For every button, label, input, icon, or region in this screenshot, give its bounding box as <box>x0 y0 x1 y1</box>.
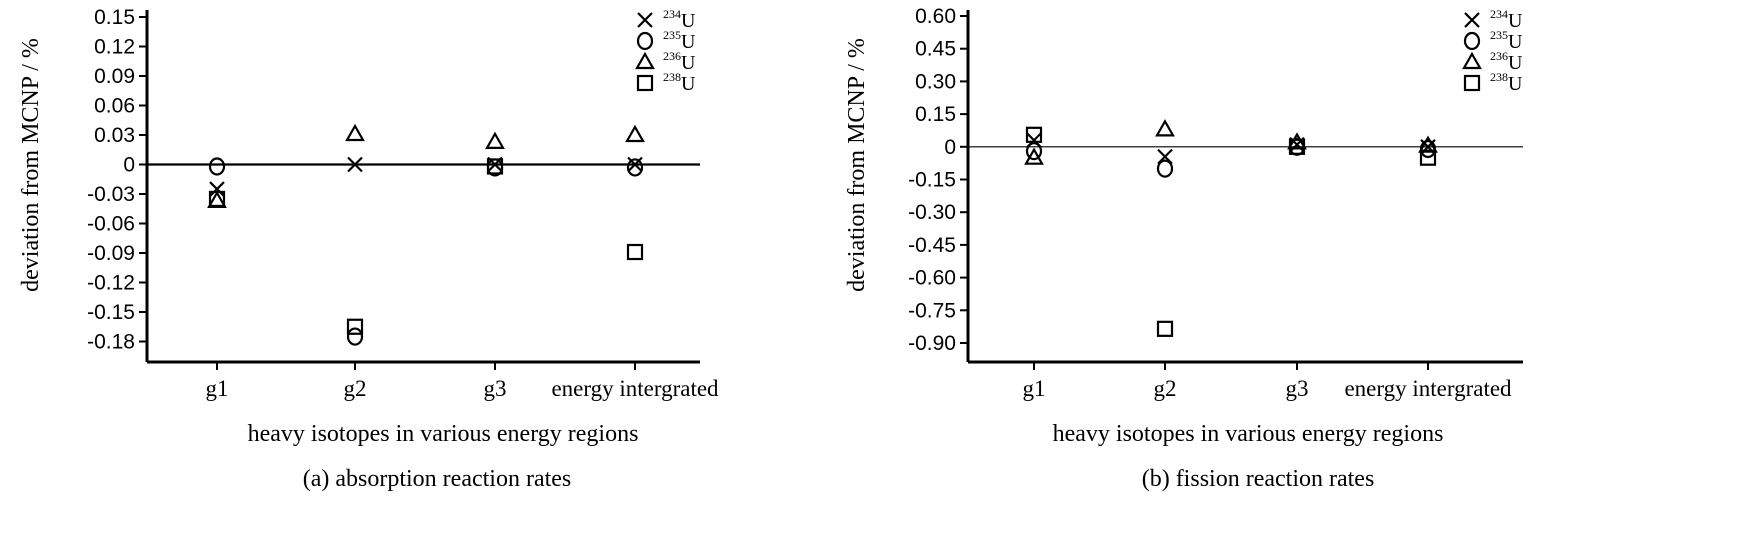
legend-marker-235 <box>1463 31 1481 51</box>
y-axis-title: deviation from MCNP / % <box>844 38 870 292</box>
data-point-238-g1 <box>1025 126 1043 143</box>
y-tick-label: 0.15 <box>915 103 956 126</box>
y-tick-label: -0.90 <box>908 332 956 355</box>
legend-mass-number: 236 <box>1490 49 1508 63</box>
legend-marker-235 <box>636 31 654 51</box>
y-tick-label: -0.03 <box>87 183 135 206</box>
legend-mass-number: 236 <box>663 49 681 63</box>
y-axis-title: deviation from MCNP / % <box>18 38 44 292</box>
legend-mass-number: 235 <box>1490 28 1508 42</box>
data-point-238-energy-intergrated <box>626 243 644 261</box>
data-point-235-energy-intergrated <box>626 158 644 177</box>
data-point-236-g3 <box>1287 132 1307 150</box>
data-point-236-g1 <box>1024 147 1044 165</box>
data-point-238-g3 <box>486 158 504 175</box>
data-point-235-g2 <box>346 327 364 346</box>
data-point-234-energy-intergrated <box>627 156 643 173</box>
legend-entry-235: 235U <box>1490 28 1523 53</box>
legend-mass-number: 238 <box>1490 70 1508 84</box>
y-tick-label: -0.15 <box>908 169 956 192</box>
chart-caption: (a) absorption reaction rates <box>303 466 572 492</box>
y-tick-label: -0.12 <box>87 272 135 295</box>
y-tick-label: -0.60 <box>908 267 956 290</box>
data-point-236-energy-intergrated <box>625 124 645 143</box>
legend-entry-234: 234U <box>1490 7 1523 32</box>
legend-mass-number: 234 <box>663 7 681 21</box>
data-point-236-g2 <box>1155 119 1175 137</box>
data-point-234-g2 <box>347 156 363 173</box>
legend-marker-234 <box>637 12 653 28</box>
legend-marker-234 <box>1464 12 1480 28</box>
x-axis-title: heavy isotopes in various energy regions <box>248 421 639 447</box>
data-point-238-energy-intergrated <box>1419 149 1437 166</box>
y-tick-label: 0.60 <box>915 5 956 28</box>
y-tick-label: 0 <box>944 136 956 159</box>
data-point-238-g1 <box>208 190 226 208</box>
legend-element-symbol: U <box>681 52 696 74</box>
y-tick-label: 0.45 <box>915 38 956 61</box>
legend-element-symbol: U <box>1508 52 1523 74</box>
legend-entry-238: 238U <box>663 70 696 95</box>
legend-entry-238: 238U <box>1490 70 1523 95</box>
x-tick-label: g3 <box>1286 376 1309 401</box>
legend-entry-236: 236U <box>1490 49 1523 74</box>
legend-element-symbol: U <box>1508 31 1523 53</box>
x-tick-label: g1 <box>1023 376 1046 401</box>
y-tick-label: 0 <box>123 154 135 177</box>
legend-mass-number: 238 <box>663 70 681 84</box>
legend-element-symbol: U <box>1508 10 1523 32</box>
legend-element-symbol: U <box>681 73 696 95</box>
y-tick-label: -0.18 <box>87 331 135 354</box>
x-tick-label: g2 <box>1154 376 1177 401</box>
data-point-235-g1 <box>208 157 226 176</box>
legend-marker-236 <box>1462 51 1482 70</box>
y-tick-label: -0.06 <box>87 213 135 236</box>
legend-element-symbol: U <box>681 31 696 53</box>
legend-marker-238 <box>1463 74 1481 92</box>
legend-marker-238 <box>636 74 654 92</box>
data-point-234-g1 <box>209 181 225 197</box>
y-tick-label: 0.15 <box>94 6 135 29</box>
legend-element-symbol: U <box>681 10 696 32</box>
y-tick-label: 0.30 <box>915 70 956 93</box>
x-tick-label: g2 <box>344 376 367 401</box>
legend-marker-236 <box>635 51 655 70</box>
y-tick-label: -0.75 <box>908 299 956 322</box>
chart-panel-b: 0.60 0.45 0.30 0.15 0 -0.15 -0.30 -0.45 -0.60 -0.… <box>844 5 1523 492</box>
legend-entry-236: 236U <box>663 49 696 74</box>
legend-entry-234: 234U <box>663 7 696 32</box>
x-axis-title: heavy isotopes in various energy regions <box>1053 421 1444 447</box>
data-point-238-g3 <box>1288 138 1306 155</box>
legend-element-symbol: U <box>1508 73 1523 95</box>
chart-panel-a: 0.15 0.12 0.09 0.06 0.03 0 -0.03 -0.06 -0.09 -0.1… <box>18 6 719 492</box>
x-tick-label: energy intergrated <box>551 376 719 401</box>
y-tick-label: -0.09 <box>87 242 135 265</box>
data-point-235-g2 <box>1156 159 1174 178</box>
data-point-235-g1 <box>1025 142 1043 161</box>
data-point-236-g2 <box>345 123 365 142</box>
y-tick-label: 0.12 <box>94 36 135 59</box>
y-tick-label: 0.06 <box>94 95 135 118</box>
legend-mass-number: 234 <box>1490 7 1508 21</box>
data-point-236-g3 <box>485 131 505 149</box>
chart-caption: (b) fission reaction rates <box>1142 466 1375 492</box>
legend-entry-235: 235U <box>663 28 696 53</box>
data-point-238-g2 <box>346 318 364 335</box>
legend-mass-number: 235 <box>663 28 681 42</box>
x-tick-label: energy intergrated <box>1344 376 1512 401</box>
x-tick-label: g1 <box>206 376 229 401</box>
y-tick-label: 0.03 <box>94 124 135 147</box>
data-point-238-g2 <box>1156 320 1174 337</box>
y-tick-label: 0.09 <box>94 65 135 88</box>
data-point-235-energy-intergrated <box>1419 139 1437 159</box>
y-tick-label: -0.45 <box>908 234 956 257</box>
x-tick-label: g3 <box>484 376 507 401</box>
y-tick-label: -0.15 <box>87 301 135 324</box>
y-tick-label: -0.30 <box>908 201 956 224</box>
